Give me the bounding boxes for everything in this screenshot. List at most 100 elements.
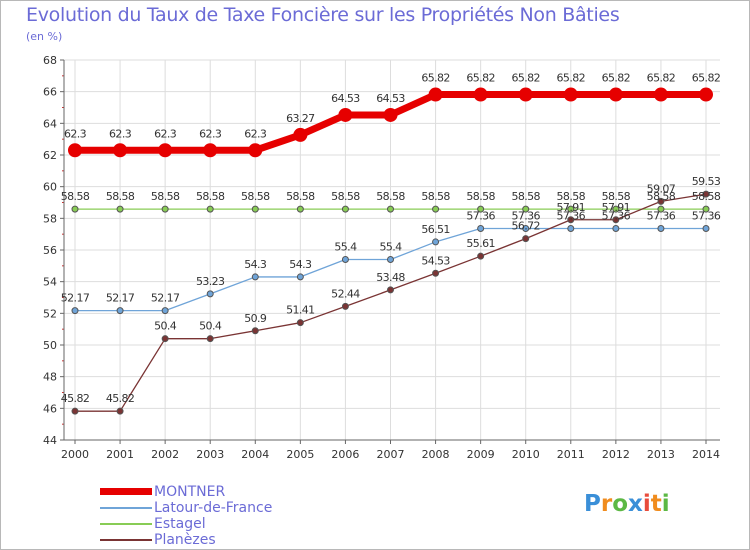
unit-label: (en %) [26, 30, 63, 43]
data-point-latour-de-france [161, 307, 169, 315]
data-point-planezes [206, 335, 214, 343]
data-label-montner: 65.82 [602, 72, 631, 85]
data-label-planezes: 45.82 [61, 392, 90, 405]
data-label-estagel: 58.58 [511, 190, 540, 203]
data-label-estagel: 58.58 [692, 190, 721, 203]
x-tick-label: 2009 [467, 448, 495, 461]
logo-letter: t [650, 491, 662, 517]
data-point-montner [293, 127, 308, 142]
logo-letter: i [661, 491, 670, 517]
data-point-estagel [341, 205, 349, 213]
data-point-estagel [161, 205, 169, 213]
data-label-latour-de-france: 57.36 [602, 209, 631, 222]
data-label-latour-de-france: 57.36 [692, 209, 721, 222]
data-point-latour-de-france [341, 256, 349, 263]
data-point-planezes [432, 269, 440, 277]
data-label-montner: 65.82 [647, 72, 676, 85]
data-point-planezes [612, 216, 620, 224]
data-label-estagel: 58.58 [421, 190, 450, 203]
data-point-planezes [522, 235, 530, 243]
data-point-planezes [251, 327, 259, 335]
data-point-planezes [477, 252, 485, 260]
data-label-montner: 63.27 [286, 112, 315, 125]
x-tick-label: 2013 [647, 448, 675, 461]
data-label-planezes: 54.53 [421, 254, 450, 267]
data-point-montner [653, 87, 668, 102]
data-point-estagel [702, 205, 710, 213]
data-label-montner: 65.82 [557, 72, 586, 85]
data-label-planezes: 59.53 [692, 175, 721, 188]
data-label-planezes: 45.82 [106, 392, 135, 405]
data-label-montner: 65.82 [421, 72, 450, 85]
data-label-latour-de-france: 53.23 [196, 275, 225, 288]
y-tick-label: 64 [43, 117, 57, 130]
data-label-montner: 65.82 [692, 72, 721, 85]
x-tick-label: 2003 [196, 448, 224, 461]
data-label-estagel: 58.58 [466, 190, 495, 203]
x-tick-label: 2005 [286, 448, 314, 461]
data-point-latour-de-france [477, 224, 485, 232]
logo-letter: o [612, 491, 629, 517]
data-label-montner: 64.53 [331, 92, 360, 105]
data-label-estagel: 58.58 [286, 190, 315, 203]
data-point-latour-de-france [251, 273, 259, 281]
data-label-planezes: 50.9 [244, 312, 267, 325]
data-label-planezes: 55.61 [466, 237, 495, 250]
data-point-latour-de-france [296, 273, 304, 281]
data-point-montner [203, 143, 218, 158]
data-point-estagel [206, 205, 214, 213]
data-point-latour-de-france [116, 307, 124, 315]
data-label-estagel: 58.58 [151, 190, 180, 203]
data-point-estagel [296, 205, 304, 213]
data-label-planezes: 53.48 [376, 271, 405, 284]
data-label-latour-de-france: 57.36 [647, 209, 676, 222]
data-label-estagel: 58.58 [602, 190, 631, 203]
legend-label-planezes: Planèzes [154, 532, 216, 548]
legend-swatch-montner [100, 488, 152, 495]
data-point-planezes [387, 286, 394, 294]
x-tick-label: 2007 [377, 448, 405, 461]
data-point-estagel [387, 205, 394, 213]
data-point-montner [699, 87, 713, 102]
x-tick-label: 2001 [106, 448, 134, 461]
data-point-estagel [657, 205, 665, 213]
data-point-montner [563, 87, 578, 102]
data-point-montner [383, 107, 398, 122]
y-tick-label: 68 [43, 54, 57, 67]
data-label-montner: 62.3 [64, 127, 87, 140]
y-tick-label: 44 [43, 434, 57, 447]
data-point-planezes [567, 216, 575, 224]
x-tick-label: 2004 [241, 448, 269, 461]
data-point-estagel [567, 205, 575, 213]
x-tick-label: 2000 [61, 448, 89, 461]
data-point-montner [68, 143, 82, 158]
logo-letter: r [600, 491, 613, 517]
y-tick-label: 62 [43, 149, 57, 162]
data-label-estagel: 58.58 [106, 190, 135, 203]
data-point-latour-de-france [657, 224, 665, 232]
data-point-latour-de-france [612, 224, 620, 232]
x-tick-label: 2012 [602, 448, 630, 461]
data-label-latour-de-france: 52.17 [106, 292, 135, 305]
data-label-planezes: 50.4 [154, 320, 177, 333]
data-label-planezes: 50.4 [199, 320, 222, 333]
data-label-latour-de-france: 52.17 [151, 292, 180, 305]
data-label-planezes: 57.91 [557, 201, 586, 214]
proxiti-logo: Proxiti [584, 491, 670, 517]
data-point-estagel [251, 205, 259, 213]
legend-label-estagel: Estagel [154, 516, 206, 532]
y-tick-label: 52 [43, 307, 57, 320]
data-point-latour-de-france [522, 224, 530, 232]
data-label-montner: 65.82 [511, 72, 540, 85]
legend-swatch-latour-de-france [100, 507, 152, 509]
data-label-planezes: 57.91 [602, 201, 631, 214]
data-label-planezes: 52.44 [331, 287, 360, 300]
data-label-latour-de-france: 52.17 [61, 292, 90, 305]
data-point-latour-de-france [71, 307, 79, 315]
legend-swatch-planezes [100, 539, 152, 541]
y-tick-label: 46 [43, 402, 57, 415]
data-label-montner: 62.3 [154, 127, 177, 140]
data-label-latour-de-france: 57.36 [466, 209, 495, 222]
data-label-planezes: 56.72 [511, 220, 540, 233]
